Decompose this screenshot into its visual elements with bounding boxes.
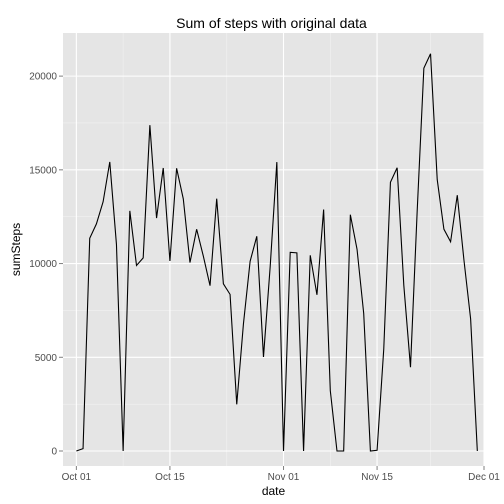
x-tick-label: Dec 01 bbox=[468, 472, 500, 483]
x-tick-label: Oct 01 bbox=[62, 472, 92, 483]
plot-panel bbox=[63, 33, 484, 466]
y-axis-title: sumSteps bbox=[9, 223, 23, 276]
x-tick-label: Nov 15 bbox=[361, 472, 393, 483]
gridlines bbox=[63, 33, 485, 466]
y-axis: 0 5000 10000 15000 20000 bbox=[29, 72, 63, 458]
y-tick-label: 0 bbox=[51, 447, 57, 458]
y-tick-label: 20000 bbox=[29, 72, 57, 83]
x-tick-label: Oct 15 bbox=[155, 472, 185, 483]
y-tick-label: 15000 bbox=[29, 165, 57, 176]
y-tick-label: 10000 bbox=[29, 259, 57, 270]
series-line bbox=[76, 53, 478, 452]
x-axis: Oct 01 Oct 15 Nov 01 Nov 15 Dec 01 bbox=[62, 466, 500, 483]
y-tick-label: 5000 bbox=[35, 353, 58, 364]
x-tick-label: Nov 01 bbox=[268, 472, 300, 483]
x-axis-title: date bbox=[262, 484, 286, 498]
chart-title: Sum of steps with original data bbox=[176, 15, 367, 31]
